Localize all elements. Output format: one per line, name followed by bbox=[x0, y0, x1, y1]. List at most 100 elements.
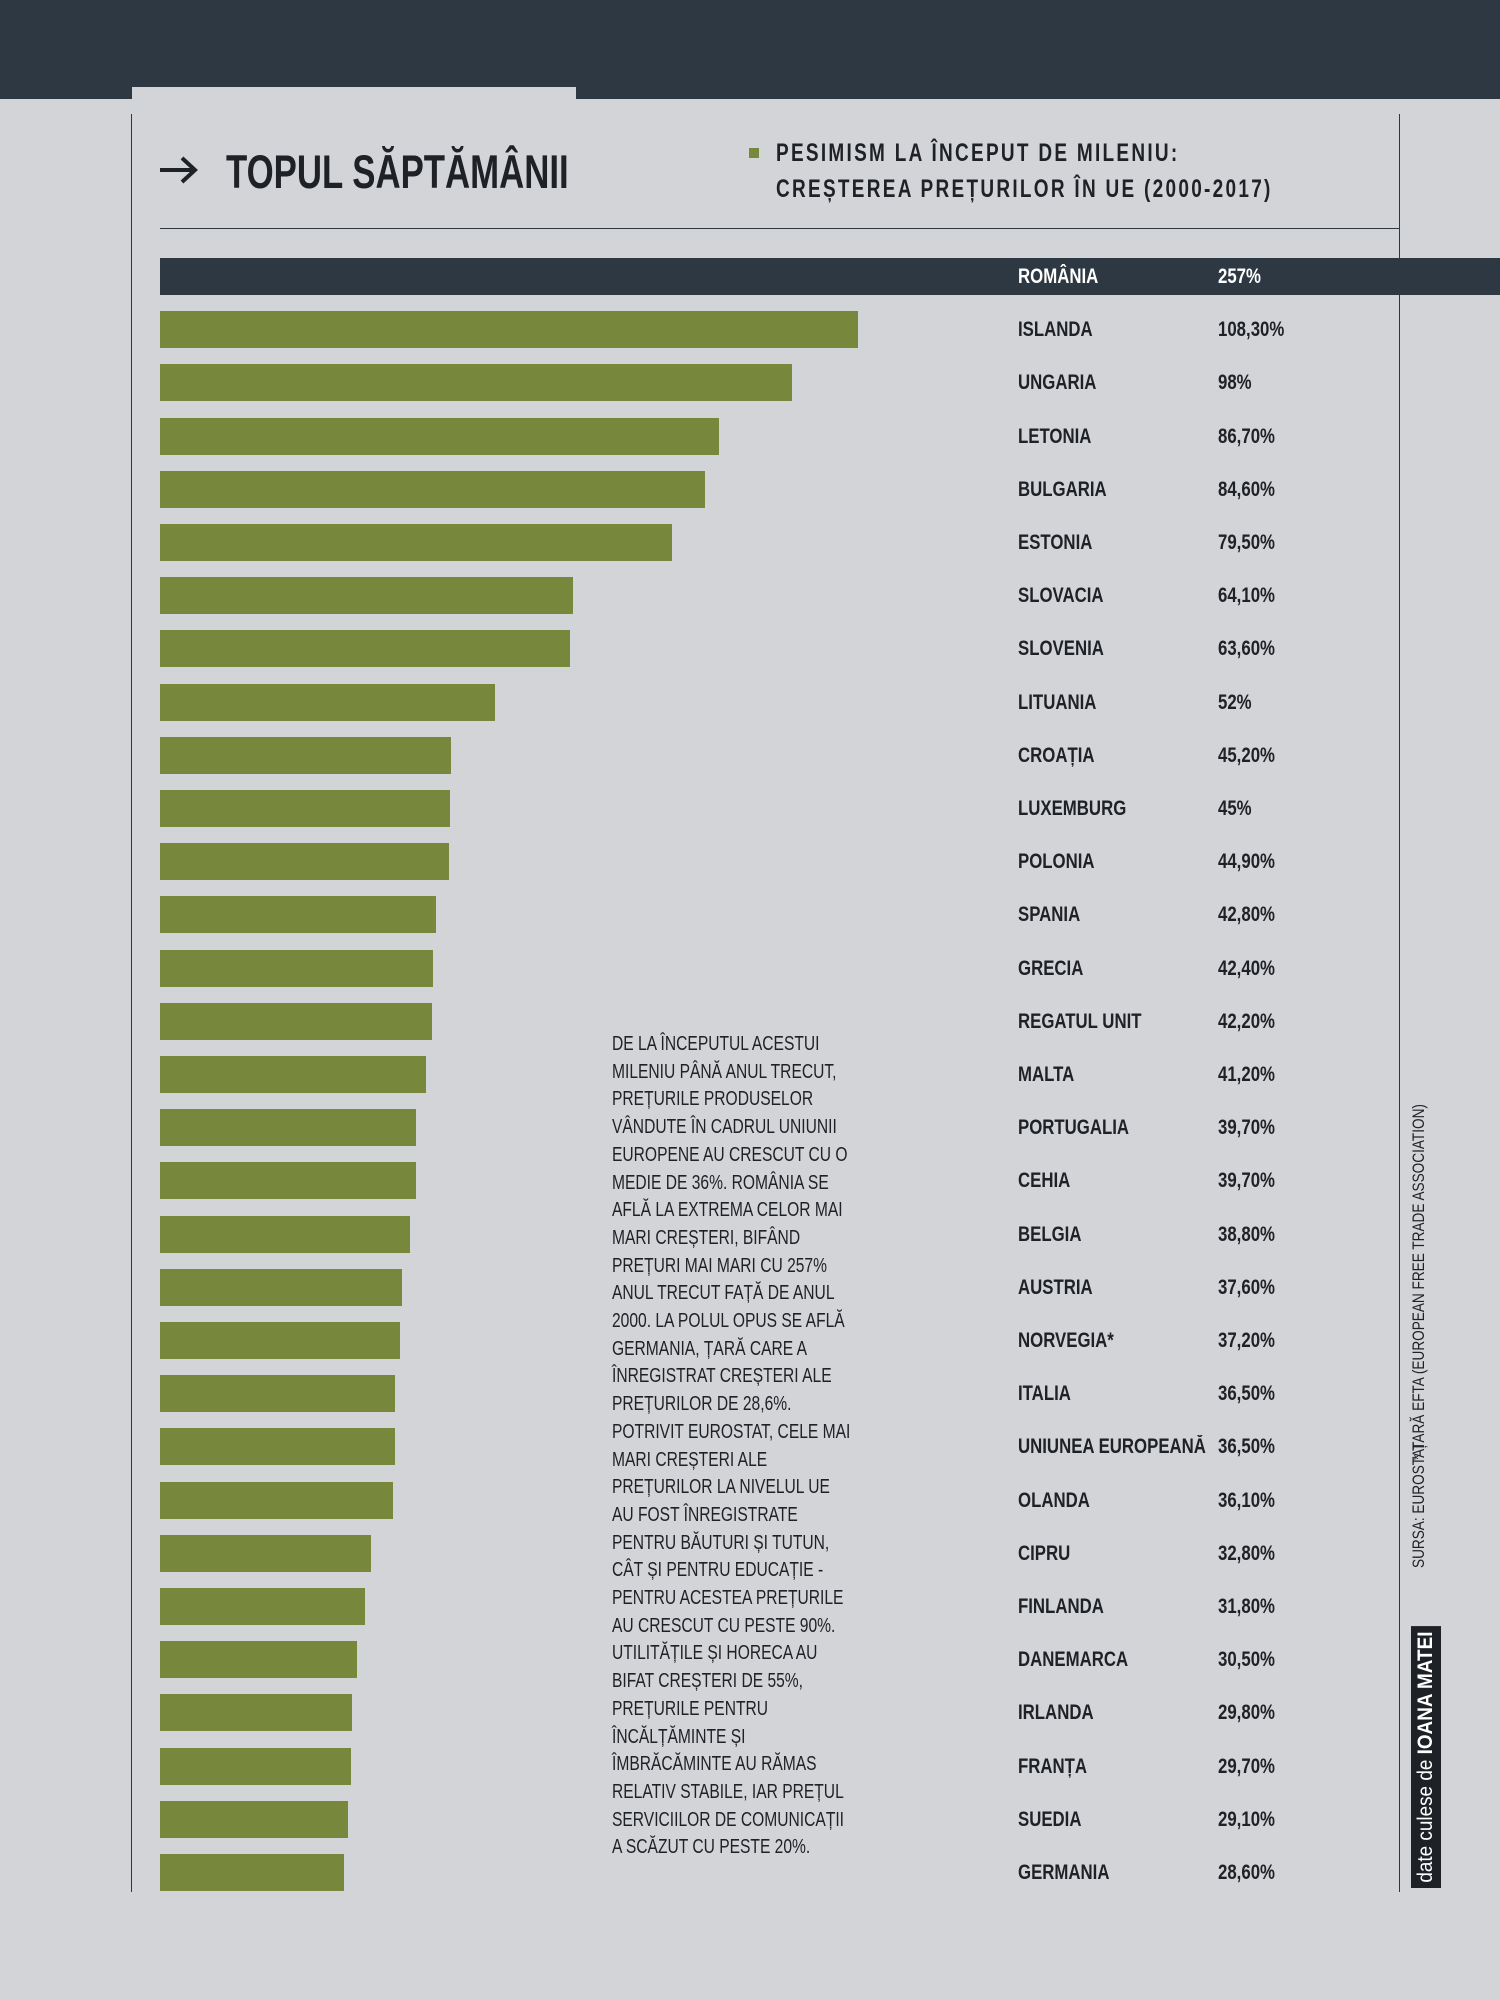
category-label-23: OLANDA bbox=[1018, 1488, 1090, 1512]
value-label-4: 84,60% bbox=[1218, 477, 1275, 501]
value-label-16: 39,70% bbox=[1218, 1116, 1275, 1140]
value-label-12: 42,80% bbox=[1218, 903, 1275, 927]
value-label-1: 108,30% bbox=[1218, 318, 1285, 342]
bar-11 bbox=[160, 843, 449, 881]
category-label-18: BELGIA bbox=[1018, 1222, 1082, 1246]
value-label-8: 52% bbox=[1218, 690, 1252, 714]
category-label-17: CEHIA bbox=[1018, 1169, 1071, 1193]
page-title: TOPUL SĂPTĂMÂNII bbox=[226, 145, 569, 198]
category-label-1: ISLANDA bbox=[1018, 318, 1093, 342]
category-label-28: FRANȚA bbox=[1018, 1754, 1088, 1778]
category-label-7: SLOVENIA bbox=[1018, 637, 1104, 661]
bar-2 bbox=[160, 364, 792, 402]
value-label-26: 30,50% bbox=[1218, 1648, 1275, 1672]
bar-4 bbox=[160, 470, 705, 508]
value-label-21: 36,50% bbox=[1218, 1382, 1275, 1406]
category-label-0: ROMÂNIA bbox=[1018, 265, 1099, 288]
value-label-20: 37,20% bbox=[1218, 1329, 1275, 1352]
bar-26 bbox=[160, 1641, 357, 1679]
category-label-5: ESTONIA bbox=[1018, 531, 1093, 554]
value-label-3: 86,70% bbox=[1218, 424, 1275, 448]
bar-20 bbox=[160, 1322, 400, 1359]
value-label-0: 257% bbox=[1218, 265, 1261, 288]
bar-29 bbox=[160, 1800, 348, 1838]
bar-17 bbox=[160, 1162, 416, 1200]
category-label-3: LETONIA bbox=[1018, 424, 1092, 448]
bar-1 bbox=[160, 311, 858, 349]
value-label-7: 63,60% bbox=[1218, 637, 1275, 661]
category-label-22: UNIUNEA EUROPEANĂ bbox=[1018, 1435, 1206, 1459]
bar-13 bbox=[160, 949, 433, 987]
category-label-8: LITUANIA bbox=[1018, 690, 1097, 714]
category-label-24: CIPRU bbox=[1018, 1541, 1071, 1565]
value-label-30: 28,60% bbox=[1218, 1861, 1275, 1884]
bar-3 bbox=[160, 417, 719, 455]
category-label-15: MALTA bbox=[1018, 1063, 1075, 1086]
category-label-4: BULGARIA bbox=[1018, 477, 1107, 501]
value-label-28: 29,70% bbox=[1218, 1754, 1275, 1778]
arrow-right-icon bbox=[160, 156, 198, 184]
category-label-2: UNGARIA bbox=[1018, 371, 1097, 395]
value-label-18: 38,80% bbox=[1218, 1222, 1275, 1246]
category-label-6: SLOVACIA bbox=[1018, 584, 1104, 608]
subtitle-bullet-icon bbox=[749, 148, 759, 158]
value-label-29: 29,10% bbox=[1218, 1807, 1275, 1831]
category-label-21: ITALIA bbox=[1018, 1382, 1071, 1406]
category-label-30: GERMANIA bbox=[1018, 1861, 1110, 1884]
bar-9 bbox=[160, 736, 451, 774]
bar-25 bbox=[160, 1588, 365, 1625]
credit-prefix: date culese de bbox=[1414, 1759, 1437, 1883]
frame-left-rule bbox=[131, 114, 132, 1892]
bar-0 bbox=[160, 258, 1500, 295]
bar-24 bbox=[160, 1534, 371, 1572]
bar-15 bbox=[160, 1056, 426, 1093]
bar-19 bbox=[160, 1268, 402, 1306]
source-note: SURSA: EUROSTAT bbox=[1409, 1441, 1428, 1568]
value-label-19: 37,60% bbox=[1218, 1275, 1275, 1299]
chart-subtitle-line2: CREȘTEREA PREȚURILOR ÎN UE (2000-2017) bbox=[776, 175, 1273, 203]
frame-right-rule bbox=[1399, 114, 1400, 1892]
category-label-26: DANEMARCA bbox=[1018, 1648, 1129, 1672]
category-label-29: SUEDIA bbox=[1018, 1807, 1082, 1831]
category-label-9: CROAȚIA bbox=[1018, 743, 1095, 767]
value-label-10: 45% bbox=[1218, 797, 1252, 820]
bar-21 bbox=[160, 1375, 395, 1413]
category-label-12: SPANIA bbox=[1018, 903, 1081, 927]
credit-author: IOANA MATEI bbox=[1414, 1631, 1437, 1755]
value-label-11: 44,90% bbox=[1218, 850, 1275, 874]
bar-14 bbox=[160, 1002, 432, 1040]
category-label-10: LUXEMBURG bbox=[1018, 797, 1127, 820]
category-label-20: NORVEGIA* bbox=[1018, 1329, 1114, 1352]
value-label-9: 45,20% bbox=[1218, 743, 1275, 767]
bar-27 bbox=[160, 1694, 352, 1732]
bar-28 bbox=[160, 1747, 351, 1785]
value-label-14: 42,20% bbox=[1218, 1009, 1275, 1033]
value-label-22: 36,50% bbox=[1218, 1435, 1275, 1459]
header-tab bbox=[132, 87, 576, 99]
value-label-6: 64,10% bbox=[1218, 584, 1275, 608]
category-label-19: AUSTRIA bbox=[1018, 1275, 1093, 1299]
bar-8 bbox=[160, 683, 495, 721]
bar-23 bbox=[160, 1481, 393, 1519]
bar-18 bbox=[160, 1215, 410, 1253]
value-label-17: 39,70% bbox=[1218, 1169, 1275, 1193]
footnote: * ȚARĂ EFTA (EUROPEAN FREE TRADE ASSOCIA… bbox=[1409, 1104, 1428, 1460]
category-label-25: FINLANDA bbox=[1018, 1595, 1104, 1618]
article-body-text: De la începutul acestui mileniu până anu… bbox=[612, 1033, 851, 1859]
value-label-15: 41,20% bbox=[1218, 1063, 1275, 1086]
bar-12 bbox=[160, 896, 436, 934]
bar-6 bbox=[160, 577, 573, 615]
category-label-13: GRECIA bbox=[1018, 956, 1084, 980]
value-label-13: 42,40% bbox=[1218, 956, 1275, 980]
chart-subtitle-line1: PESIMISM LA ÎNCEPUT DE MILENIU: bbox=[776, 139, 1180, 167]
value-label-27: 29,80% bbox=[1218, 1701, 1275, 1725]
value-label-23: 36,10% bbox=[1218, 1488, 1275, 1512]
bar-16 bbox=[160, 1109, 416, 1147]
value-label-5: 79,50% bbox=[1218, 531, 1275, 554]
header-band bbox=[0, 0, 1500, 99]
bar-30 bbox=[160, 1854, 344, 1891]
bar-10 bbox=[160, 790, 450, 827]
value-label-24: 32,80% bbox=[1218, 1541, 1275, 1565]
value-label-25: 31,80% bbox=[1218, 1595, 1275, 1618]
